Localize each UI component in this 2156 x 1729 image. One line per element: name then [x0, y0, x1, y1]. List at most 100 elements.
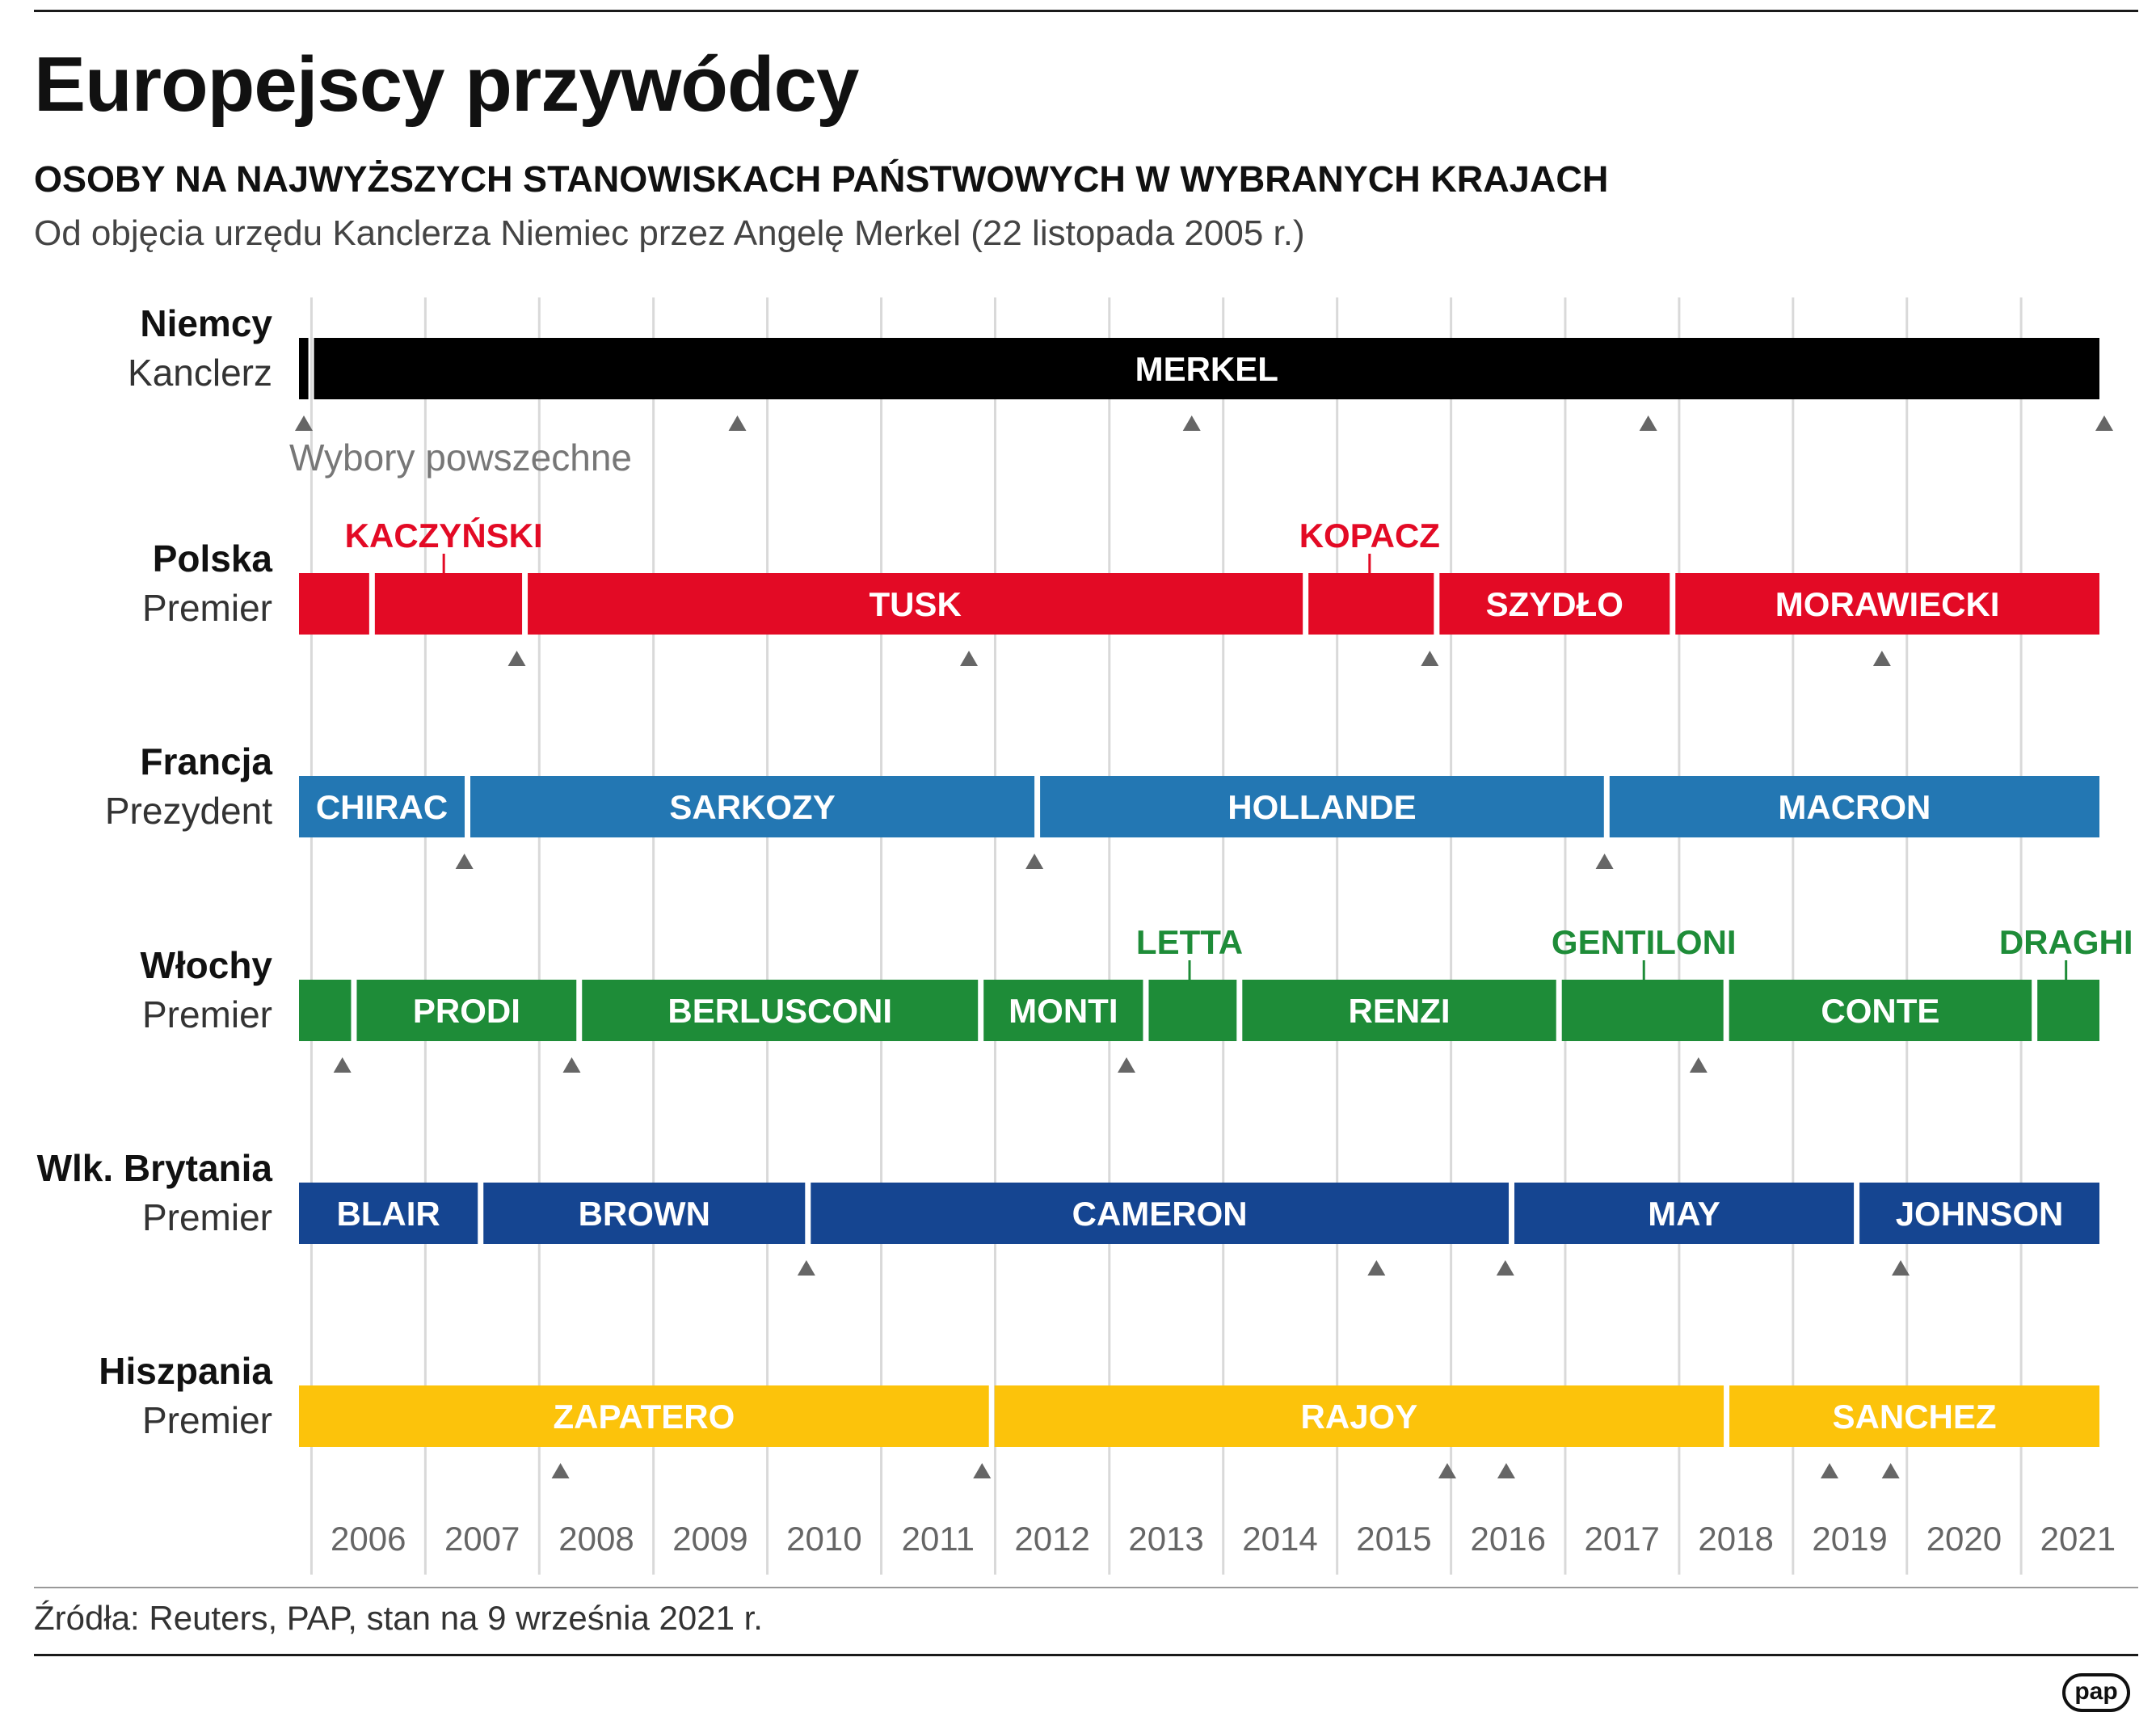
election-marker [728, 415, 747, 431]
election-marker [1438, 1463, 1456, 1478]
bottom-rule [34, 1587, 2138, 1588]
year-tick-label: 2008 [558, 1520, 634, 1558]
term-bar [356, 980, 577, 1041]
election-marker [1496, 1260, 1514, 1276]
term-bar [582, 980, 979, 1041]
row-country-label: Wlk. Brytania [37, 1147, 273, 1189]
row-country-label: Polska [153, 538, 273, 580]
term-bar-label: HOLLANDE [1227, 788, 1416, 826]
term-bar-label: MORAWIECKI [1775, 585, 2000, 623]
term-bar-label: PRODI [413, 992, 520, 1030]
chart-subtitle: OSOBY NA NAJWYŻSZYCH STANOWISKACH PAŃSTW… [34, 158, 1609, 200]
term-bar [983, 980, 1143, 1041]
term-bar-label: CHIRAC [316, 788, 448, 826]
election-marker [1820, 1463, 1838, 1478]
term-bar-label: JOHNSON [1896, 1195, 2064, 1233]
year-tick-label: 2020 [1927, 1520, 2002, 1558]
election-marker [333, 1057, 352, 1073]
election-marker [1639, 415, 1657, 431]
term-bar-label: SZYDŁO [1486, 585, 1623, 623]
term-bar-label: RAJOY [1301, 1398, 1418, 1436]
row-role-label: Premier [142, 1196, 272, 1238]
term-bar-label: MACRON [1778, 788, 1931, 826]
term-bar [299, 573, 369, 635]
term-bar [1729, 980, 2032, 1041]
pap-logo: pap [2062, 1673, 2130, 1712]
row-country-label: Niemcy [140, 302, 272, 344]
row-role-label: Premier [142, 993, 272, 1035]
election-marker [1881, 1463, 1900, 1478]
year-tick-label: 2010 [786, 1520, 861, 1558]
term-bar-label: MAY [1648, 1195, 1720, 1233]
term-bar [1439, 573, 1670, 635]
footer-rule [34, 1654, 2138, 1656]
callout-label: GENTILONI [1552, 923, 1737, 961]
term-bar [1561, 980, 1724, 1041]
row-role-label: Prezydent [105, 790, 272, 832]
term-bar [299, 776, 465, 837]
election-marker [1872, 651, 1891, 666]
election-marker [1367, 1260, 1386, 1276]
term-bar-label: CONTE [1821, 992, 1939, 1030]
term-bar [1242, 980, 1556, 1041]
election-marker [455, 854, 474, 869]
timeline-chart: 2006 2007 2008 2009 2010 2011 2012 2013 2014 2015… [37, 297, 2133, 1575]
term-bar [314, 338, 2099, 399]
term-bar [299, 1385, 989, 1447]
election-marker [1421, 651, 1439, 666]
term-bar [1514, 1183, 1855, 1244]
election-marker [960, 651, 979, 666]
election-marker [1892, 1260, 1910, 1276]
row-role-label: Premier [142, 587, 272, 629]
term-bar-label: RENZI [1349, 992, 1451, 1030]
source-note: Źródła: Reuters, PAP, stan na 9 września… [34, 1599, 763, 1637]
row-country-label: Hiszpania [99, 1350, 272, 1392]
election-marker [507, 651, 526, 666]
term-bar-label: BROWN [579, 1195, 710, 1233]
callout-label: DRAGHI [1999, 923, 2133, 961]
year-tick-label: 2014 [1242, 1520, 1317, 1558]
term-bar-label: CAMERON [1072, 1195, 1248, 1233]
chart-note: Od objęcia urzędu Kanclerza Niemiec prze… [34, 213, 1305, 253]
year-tick-label: 2015 [1356, 1520, 1431, 1558]
row-role-label: Premier [142, 1399, 272, 1441]
term-bar [1675, 573, 2099, 635]
election-marker [1118, 1057, 1136, 1073]
callout-label: KACZYŃSKI [345, 517, 543, 555]
election-marker [551, 1463, 570, 1478]
term-bar [299, 338, 309, 399]
year-tick-label: 2018 [1698, 1520, 1773, 1558]
term-bar [470, 776, 1035, 837]
row-country-label: Włochy [140, 944, 272, 986]
election-marker [973, 1463, 992, 1478]
election-marker [1025, 854, 1044, 869]
term-bar [483, 1183, 806, 1244]
term-bar [994, 1385, 1724, 1447]
top-rule [34, 10, 2138, 12]
year-tick-label: 2006 [331, 1520, 406, 1558]
election-marker [797, 1260, 815, 1276]
term-bar [1040, 776, 1604, 837]
election-marker [562, 1057, 581, 1073]
term-bar [374, 573, 523, 635]
year-tick-label: 2016 [1471, 1520, 1546, 1558]
row-country-label: Francja [140, 740, 272, 782]
term-bar [299, 980, 352, 1041]
term-bar [1148, 980, 1237, 1041]
term-bar-label: SARKOZY [669, 788, 835, 826]
year-tick-label: 2021 [2040, 1520, 2116, 1558]
year-tick-label: 2013 [1128, 1520, 1203, 1558]
term-bar-label: MONTI [1009, 992, 1118, 1030]
term-bar-label: MERKEL [1135, 350, 1278, 388]
election-marker [295, 415, 313, 431]
chart-title: Europejscy przywódcy [34, 41, 859, 128]
year-tick-label: 2009 [672, 1520, 747, 1558]
term-bar [299, 1183, 478, 1244]
term-bar [1308, 573, 1434, 635]
term-bar [811, 1183, 1510, 1244]
row-role-label: Kanclerz [128, 352, 272, 394]
term-bar [2037, 980, 2099, 1041]
term-bar [1609, 776, 2099, 837]
term-bar-label: SANCHEZ [1833, 1398, 1997, 1436]
callout-label: LETTA [1136, 923, 1243, 961]
